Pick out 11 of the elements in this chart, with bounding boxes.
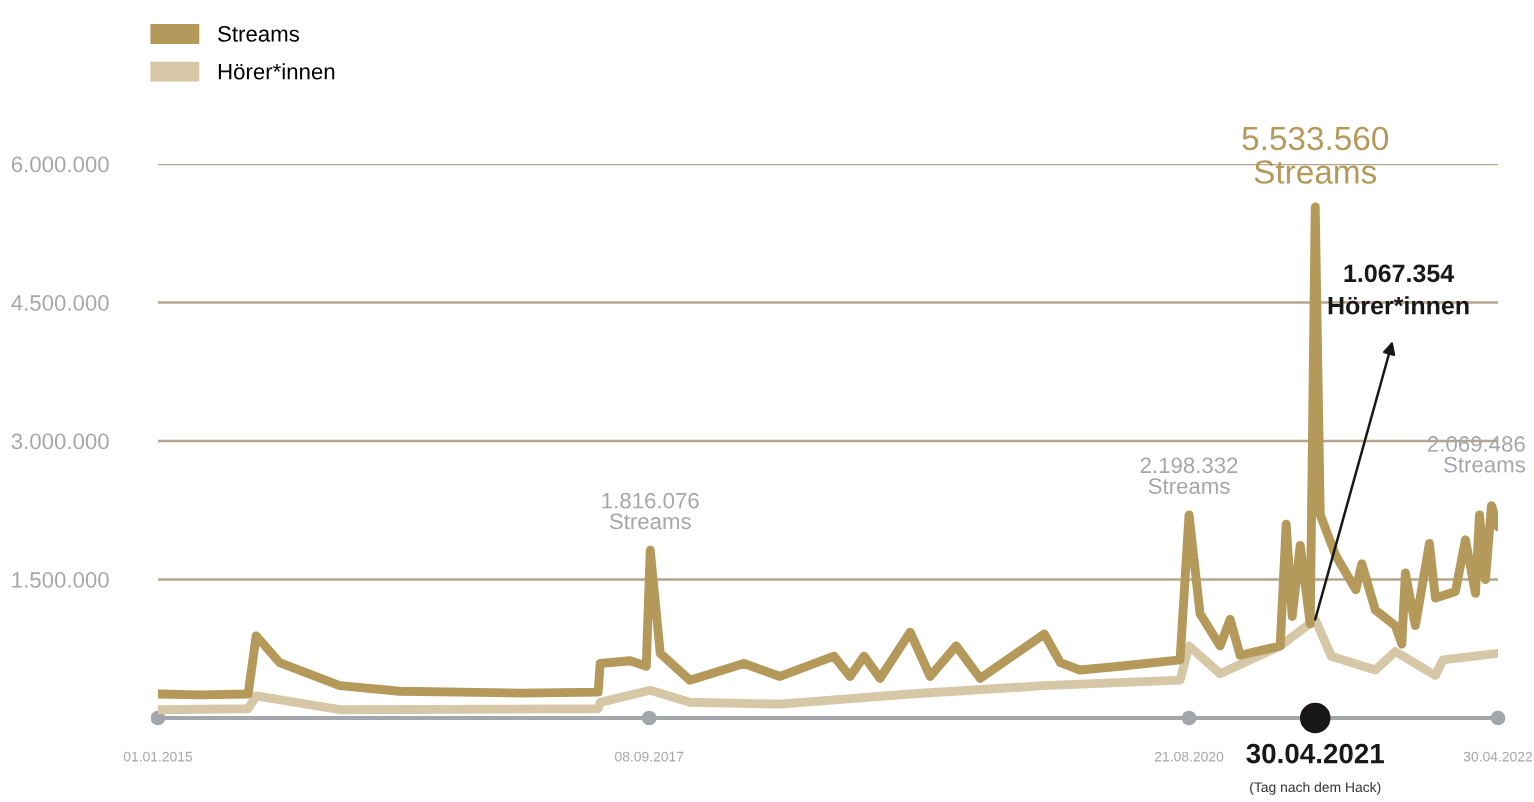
annotation: 1.067.354 Hörer*innen [1328, 264, 1469, 315]
annotation: 5.533.560 Streams [1242, 126, 1389, 184]
annotation: 1.816.076 Streams [602, 492, 699, 530]
annotation: 2.198.332 Streams [1140, 457, 1238, 494]
y-tick-label: 6.000.000 [11, 156, 109, 173]
legend-label: Streams [218, 26, 299, 42]
y-tick-label: 1.500.000 [12, 572, 109, 588]
annotation: 30.04.2021 [1246, 743, 1384, 764]
legend-label: Hörer*innen [218, 63, 335, 80]
y-tick-label: 3.000.000 [11, 433, 109, 450]
y-tick-label: 4.500.000 [11, 295, 109, 311]
